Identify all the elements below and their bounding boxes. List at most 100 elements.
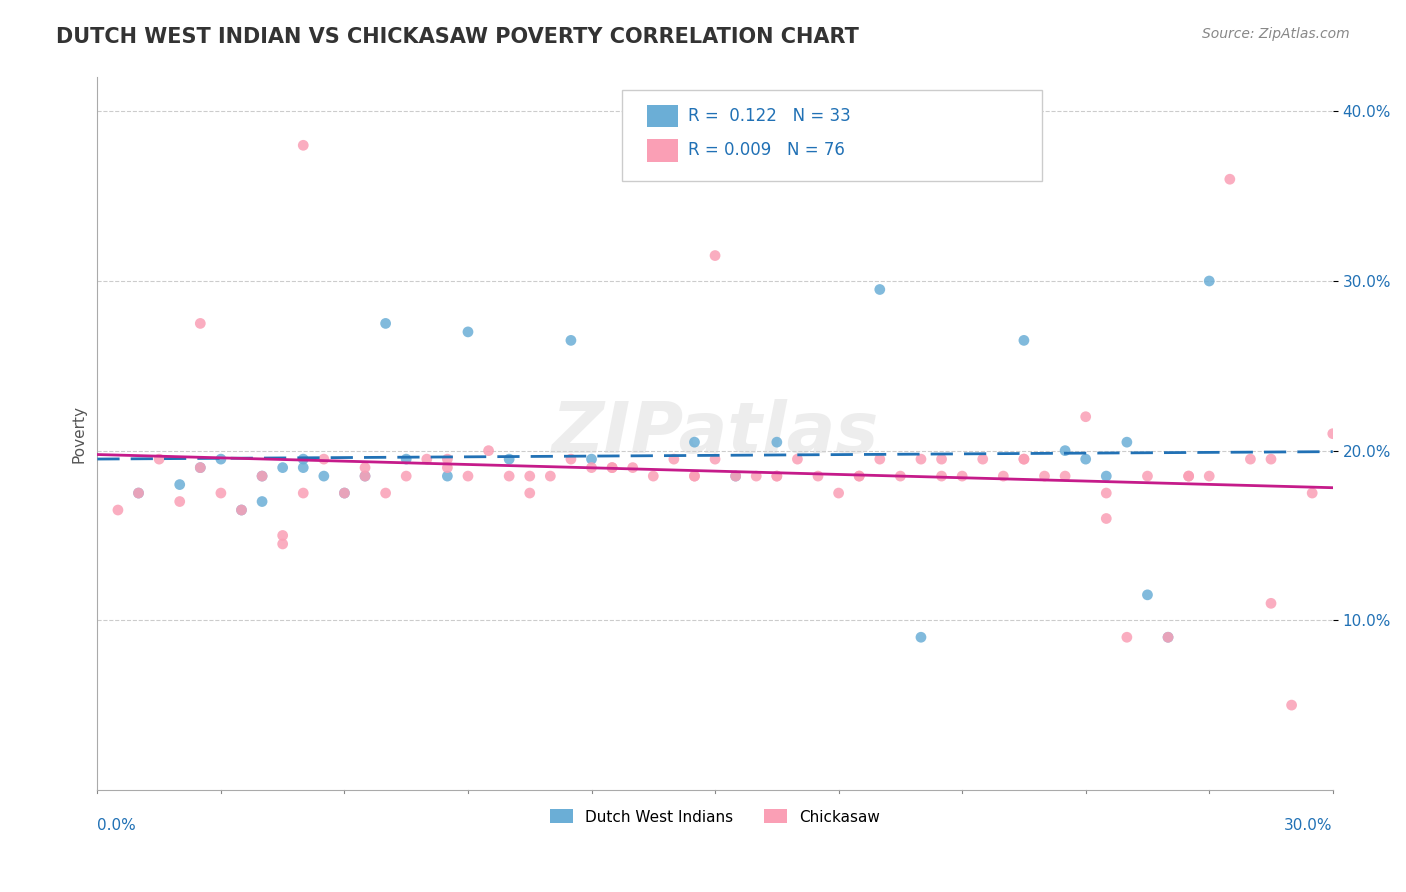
Point bbox=[416, 452, 439, 467]
Point bbox=[704, 249, 727, 263]
Point bbox=[250, 494, 273, 508]
Text: ZIPatlas: ZIPatlas bbox=[551, 400, 879, 468]
Point bbox=[1301, 486, 1323, 500]
Point bbox=[560, 334, 582, 348]
Point bbox=[704, 452, 727, 467]
Point bbox=[271, 460, 294, 475]
Point bbox=[1136, 469, 1159, 483]
Point bbox=[312, 452, 335, 467]
Point bbox=[354, 469, 377, 483]
Point bbox=[1054, 443, 1077, 458]
Point bbox=[662, 452, 685, 467]
Point bbox=[560, 452, 582, 467]
Point bbox=[1012, 452, 1035, 467]
Point bbox=[1136, 588, 1159, 602]
Point bbox=[1157, 630, 1180, 644]
Point bbox=[519, 469, 541, 483]
Point bbox=[436, 452, 458, 467]
Point bbox=[869, 283, 891, 297]
Point bbox=[169, 477, 191, 491]
Point bbox=[128, 486, 150, 500]
Point bbox=[1095, 511, 1118, 525]
Point bbox=[148, 452, 170, 467]
Point bbox=[931, 469, 953, 483]
Point bbox=[312, 469, 335, 483]
Point bbox=[1177, 469, 1199, 483]
Point bbox=[188, 460, 211, 475]
Text: DUTCH WEST INDIAN VS CHICKASAW POVERTY CORRELATION CHART: DUTCH WEST INDIAN VS CHICKASAW POVERTY C… bbox=[56, 27, 859, 46]
Point bbox=[993, 469, 1015, 483]
Point bbox=[457, 325, 479, 339]
Point bbox=[766, 435, 789, 450]
Point bbox=[827, 486, 849, 500]
Bar bbox=[647, 104, 678, 128]
Y-axis label: Poverty: Poverty bbox=[72, 405, 86, 463]
Point bbox=[1074, 409, 1097, 424]
Point bbox=[621, 460, 644, 475]
Point bbox=[107, 503, 129, 517]
FancyBboxPatch shape bbox=[623, 89, 1042, 181]
Point bbox=[745, 469, 768, 483]
Point bbox=[724, 469, 747, 483]
Point bbox=[477, 443, 499, 458]
Point bbox=[1322, 426, 1344, 441]
Point bbox=[1219, 172, 1241, 186]
Point bbox=[910, 630, 932, 644]
Point bbox=[950, 469, 973, 483]
Point bbox=[292, 460, 315, 475]
Point bbox=[1012, 334, 1035, 348]
Point bbox=[271, 528, 294, 542]
Point bbox=[1115, 435, 1137, 450]
Point bbox=[374, 486, 396, 500]
Point bbox=[1054, 469, 1077, 483]
Point bbox=[848, 469, 870, 483]
Point bbox=[600, 460, 623, 475]
Point bbox=[169, 494, 191, 508]
Point bbox=[457, 469, 479, 483]
Point bbox=[1095, 486, 1118, 500]
Point bbox=[807, 469, 830, 483]
Point bbox=[271, 537, 294, 551]
Point bbox=[1095, 469, 1118, 483]
Point bbox=[538, 469, 561, 483]
Point bbox=[600, 460, 623, 475]
Point bbox=[128, 486, 150, 500]
Point bbox=[683, 469, 706, 483]
Point bbox=[333, 486, 356, 500]
Legend: Dutch West Indians, Chickasaw: Dutch West Indians, Chickasaw bbox=[543, 802, 887, 832]
Point bbox=[1281, 698, 1303, 712]
Bar bbox=[647, 139, 678, 161]
Point bbox=[581, 460, 603, 475]
Point bbox=[209, 452, 232, 467]
Point bbox=[581, 452, 603, 467]
Point bbox=[292, 486, 315, 500]
Point bbox=[683, 469, 706, 483]
Point bbox=[188, 317, 211, 331]
Point bbox=[683, 435, 706, 450]
Point bbox=[498, 452, 520, 467]
Point bbox=[1012, 452, 1035, 467]
Point bbox=[498, 469, 520, 483]
Point bbox=[354, 469, 377, 483]
Point bbox=[1033, 469, 1056, 483]
Point bbox=[1115, 630, 1137, 644]
Point bbox=[1198, 274, 1220, 288]
Point bbox=[1198, 469, 1220, 483]
Point bbox=[250, 469, 273, 483]
Point bbox=[395, 452, 418, 467]
Text: R =  0.122   N = 33: R = 0.122 N = 33 bbox=[688, 107, 851, 125]
Point bbox=[1260, 596, 1282, 610]
Point bbox=[869, 452, 891, 467]
Text: Source: ZipAtlas.com: Source: ZipAtlas.com bbox=[1202, 27, 1350, 41]
Point bbox=[374, 317, 396, 331]
Point bbox=[643, 469, 665, 483]
Point bbox=[1074, 452, 1097, 467]
Text: R = 0.009   N = 76: R = 0.009 N = 76 bbox=[688, 141, 845, 159]
Point bbox=[1157, 630, 1180, 644]
Point bbox=[848, 469, 870, 483]
Point bbox=[436, 460, 458, 475]
Point bbox=[231, 503, 253, 517]
Point bbox=[231, 503, 253, 517]
Point bbox=[333, 486, 356, 500]
Point bbox=[292, 138, 315, 153]
